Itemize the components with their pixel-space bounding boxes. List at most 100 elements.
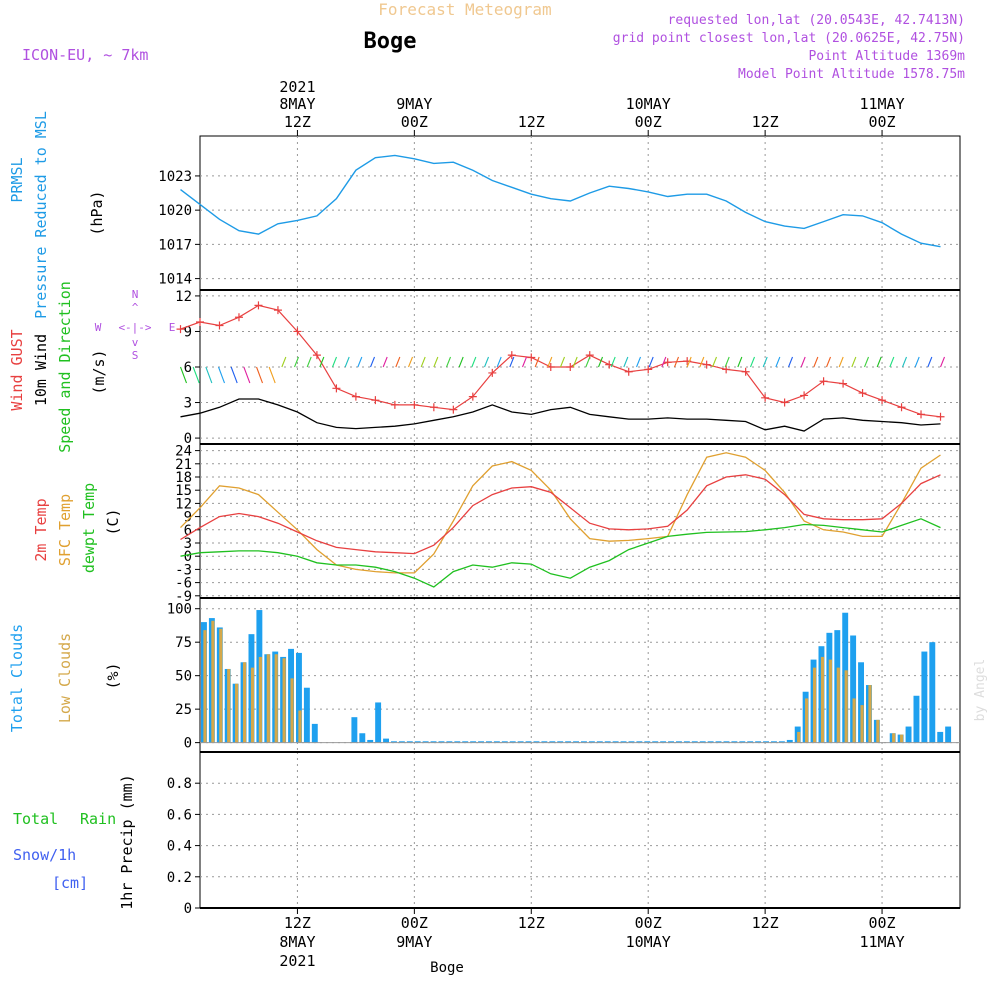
wind-direction-arrow: [800, 356, 806, 368]
wind-direction-arrow: [560, 356, 566, 368]
model-altitude: Model Point Altitude 1578.75m: [738, 67, 965, 82]
compass-north: N: [132, 288, 139, 301]
wind-direction-arrow: [294, 356, 300, 368]
gust-marker: [507, 351, 516, 360]
precip-ytick-label: 0: [184, 901, 192, 917]
total-cloud-bar: [422, 741, 429, 743]
wind-direction-arrow: [775, 356, 781, 368]
total-cloud-bar: [430, 741, 437, 743]
wind-direction-arrow: [826, 356, 832, 368]
wind-dir-label: Speed and Direction: [56, 281, 74, 453]
gust-marker: [273, 306, 282, 315]
wind-ytick-label: 6: [184, 360, 192, 376]
total-cloud-bar: [311, 723, 318, 743]
gust-marker: [312, 351, 321, 360]
wind-direction-arrow: [230, 366, 238, 384]
dewpt-label: dewpt Temp: [80, 483, 98, 573]
total-cloud-bar: [367, 739, 374, 743]
precip-rain-label: Rain: [80, 810, 116, 828]
gust-marker: [878, 396, 887, 405]
wind-direction-arrow: [864, 356, 870, 368]
wind-direction-arrow: [737, 356, 743, 368]
wind-direction-arrow: [610, 356, 616, 368]
low-cloud-bar: [876, 719, 880, 743]
total-cloud-bar: [557, 741, 564, 743]
top-time-hour: 00Z: [869, 113, 896, 131]
gust-marker: [566, 363, 575, 371]
low-cloud-bar: [242, 662, 247, 743]
temp-ytick-label: -6: [175, 576, 192, 592]
wind-direction-arrow: [585, 356, 591, 368]
wind-direction-arrow: [636, 356, 642, 368]
gust-marker: [780, 398, 789, 407]
compass-arrow-up: ^: [132, 301, 139, 314]
gust-marker: [741, 367, 750, 376]
total-cloud-bar: [351, 717, 358, 743]
total-cloud-bar: [786, 739, 793, 743]
clouds-ytick-label: 50: [175, 669, 192, 685]
compass-row: <-|->: [118, 321, 151, 334]
precip-ytick-label: 0.6: [167, 807, 192, 823]
gust-marker: [468, 392, 477, 401]
top-time-date: 10MAY: [626, 95, 671, 113]
low-cloud-bar: [860, 705, 864, 743]
total-cloud-bar: [438, 741, 445, 743]
low-cloud-bar: [805, 698, 809, 743]
total-cloud-bar: [715, 741, 722, 743]
total-cloud-bar: [383, 738, 389, 743]
bottom-time-hour: 12Z: [518, 914, 545, 932]
bottom-time-date: 10MAY: [626, 933, 671, 951]
wind-direction-arrow: [306, 356, 312, 368]
wind-direction-arrow: [547, 356, 553, 368]
total-cloud-bar: [913, 695, 920, 743]
precip-ytick-label: 0.2: [167, 870, 192, 886]
gust-marker: [234, 313, 243, 322]
gust-marker: [332, 384, 341, 393]
total-cloud-bar: [771, 741, 777, 743]
pressure-unit: (hPa): [88, 190, 106, 235]
precip-frame: [199, 751, 961, 909]
wind-direction-arrow: [357, 356, 363, 368]
wind-direction-arrow: [889, 356, 895, 368]
sfc-temp-label: SFC Temp: [56, 494, 74, 566]
gust-marker: [527, 353, 536, 362]
low-cloud-bar: [900, 734, 904, 743]
gust-marker: [800, 391, 809, 400]
compass-west: W: [95, 321, 102, 334]
total-cloud-bar: [486, 741, 492, 743]
low-cloud-bar: [828, 659, 832, 743]
wind-direction-arrow: [813, 356, 819, 368]
total-cloud-bar: [462, 741, 469, 743]
top-time-date: 11MAY: [859, 95, 904, 113]
low-cloud-bar: [797, 731, 801, 743]
gust-line: [180, 304, 941, 418]
total-cloud-bar: [644, 741, 651, 743]
temp-unit: (C): [104, 508, 122, 535]
wind-direction-arrow: [281, 356, 287, 368]
wind-direction-arrow: [192, 366, 200, 384]
bottom-time-hour: 00Z: [869, 914, 896, 932]
wind-direction-arrow: [927, 356, 933, 368]
total-cloud-bar: [747, 741, 754, 743]
total-cloud-bar: [723, 741, 730, 743]
gust-marker: [215, 321, 224, 330]
pressure-label-2: Pressure Reduced to MSL: [32, 111, 50, 319]
top-time-year: 2021: [279, 78, 315, 96]
wind-direction-arrow: [255, 366, 264, 384]
clouds-ytick-label: 75: [175, 635, 192, 651]
station-name: Boge: [364, 29, 417, 54]
gust-marker: [176, 325, 185, 334]
total-cloud-bar: [676, 741, 682, 743]
wind-direction-arrow: [699, 356, 705, 368]
wind-direction-arrow: [458, 356, 464, 368]
total-cloud-bar: [937, 731, 944, 743]
t2m-label: 2m Temp: [32, 498, 50, 561]
total-cloud-bar: [509, 741, 516, 743]
pressure-ytick-label: 1017: [158, 237, 192, 253]
total-cloud-bar: [398, 741, 405, 743]
wind-unit: (m/s): [90, 349, 108, 394]
total-cloud-bar: [691, 741, 698, 743]
low-cloud-bar: [250, 667, 255, 743]
low-cloud-bar: [227, 668, 231, 743]
gust-marker: [488, 368, 497, 377]
